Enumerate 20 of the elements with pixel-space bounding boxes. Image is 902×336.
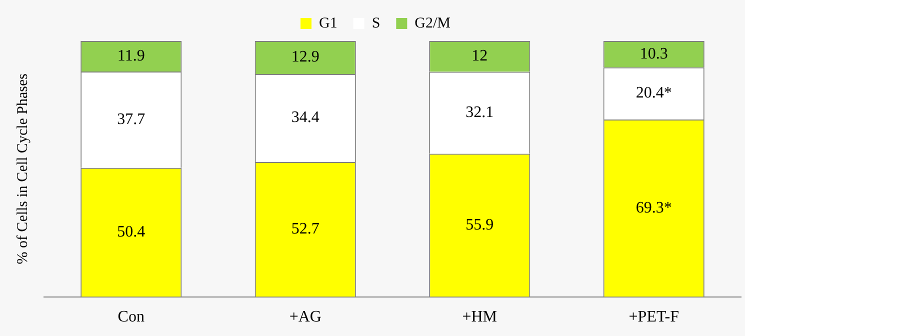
data-label: 10.3 xyxy=(640,45,668,62)
legend-label: G1 xyxy=(318,15,338,32)
legend-label: G2/M xyxy=(414,15,451,32)
x-tick-label: +HM xyxy=(462,308,498,326)
data-label: 55.9 xyxy=(466,216,494,234)
y-axis-title: % of Cells in Cell Cycle Phases xyxy=(14,73,31,264)
data-label: 50.4 xyxy=(117,224,146,241)
x-tick-label: +AG xyxy=(289,308,322,326)
data-label: 34.4 xyxy=(291,109,320,126)
x-tick-label: +PET-F xyxy=(628,308,680,326)
legend-label: S xyxy=(372,15,380,32)
data-label: 12 xyxy=(472,48,488,65)
data-label: 52.7 xyxy=(291,220,320,238)
x-tick-label: Con xyxy=(118,308,144,326)
data-label: 11.9 xyxy=(117,47,145,64)
data-label: 32.1 xyxy=(466,104,494,121)
data-label: 20.4* xyxy=(636,84,672,102)
data-label: 12.9 xyxy=(291,48,320,66)
data-label: 37.7 xyxy=(117,110,146,128)
data-label: 69.3* xyxy=(636,199,672,216)
